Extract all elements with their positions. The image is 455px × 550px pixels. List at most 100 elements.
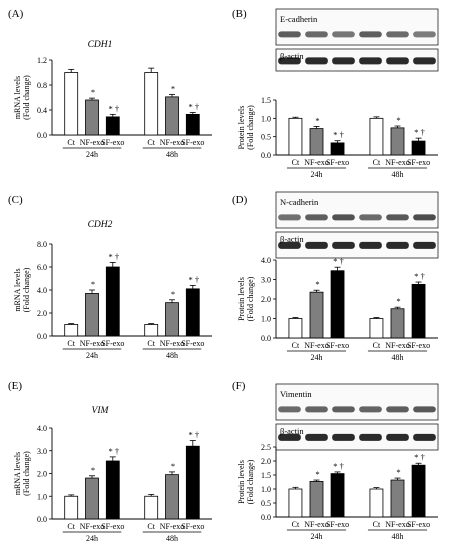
y-axis-label-line: mRNA levels	[13, 268, 22, 311]
bar	[390, 127, 405, 156]
blot-band	[305, 31, 328, 38]
actin-band	[359, 433, 382, 441]
group-label: 48h	[166, 150, 178, 159]
y-tick-label: 2.0	[261, 457, 271, 466]
category-label: Ct	[373, 158, 381, 167]
y-axis-label-line: mRNA levels	[13, 76, 22, 119]
actin-band	[386, 241, 409, 249]
category-label: Ct	[147, 339, 155, 348]
y-tick-label: 1.5	[261, 471, 271, 480]
bar	[330, 270, 345, 339]
blot-band	[413, 214, 436, 221]
blot-frame	[275, 231, 439, 259]
bar	[288, 318, 303, 339]
blot-frame	[275, 191, 439, 229]
category-label: Ct	[373, 520, 381, 529]
y-axis-label: mRNA levels(Fold change)	[13, 267, 31, 312]
blot-band	[278, 214, 301, 221]
y-axis-label: Protein levels(Fold change)	[237, 276, 255, 321]
group-label: 48h	[392, 353, 404, 362]
y-tick-label: 0.0	[261, 513, 271, 522]
significance-mark: *	[171, 461, 175, 471]
actin-band	[386, 433, 409, 441]
panel-label: (A)	[8, 8, 24, 20]
category-label: NF-exo	[385, 520, 409, 529]
y-tick-label: 0.8	[37, 81, 47, 90]
chart-title: VIM	[92, 406, 110, 416]
category-label: SF-exo	[407, 341, 430, 350]
significance-mark: *	[315, 469, 319, 479]
significance-mark: * †	[108, 103, 119, 113]
category-label: Ct	[373, 341, 381, 350]
y-tick-label: 0.0	[261, 334, 271, 343]
blot-band	[278, 31, 301, 38]
category-label: NF-exo	[80, 339, 104, 348]
y-tick-label: 1.2	[37, 56, 47, 65]
y-tick-label: 2.0	[37, 470, 47, 479]
category-label: SF-exo	[326, 341, 349, 350]
significance-mark: *	[171, 289, 175, 299]
y-axis-label-line: Protein levels	[237, 277, 246, 321]
bar	[165, 96, 179, 136]
bar	[64, 324, 79, 337]
bar	[369, 117, 384, 156]
bar	[144, 324, 159, 337]
blot-label: N-cadherin	[280, 197, 319, 207]
group-label: 24h	[86, 150, 98, 159]
significance-mark: * †	[333, 461, 344, 471]
y-tick-label: 1.5	[261, 96, 271, 105]
y-tick-label: 6.0	[37, 263, 47, 272]
category-label: NF-exo	[80, 138, 104, 147]
category-label: Ct	[67, 339, 75, 348]
blot-band	[386, 31, 409, 38]
category-label: SF-exo	[101, 522, 124, 531]
group-label: 24h	[311, 532, 323, 541]
group-label: 48h	[392, 170, 404, 179]
y-tick-label: 2.0	[261, 295, 271, 304]
category-label: SF-exo	[101, 339, 124, 348]
bar	[144, 72, 159, 136]
significance-mark: * †	[108, 446, 119, 456]
bar	[411, 140, 426, 156]
panel-c: (C) CDH2 0.0 2.0 4.0 6.0 8.0 mRNA levels(Fold c…	[8, 194, 212, 360]
bar	[309, 481, 324, 518]
y-tick-label: 1.0	[261, 315, 271, 324]
actin-band	[278, 57, 301, 65]
bar	[64, 495, 79, 520]
y-tick-label: 1.0	[37, 492, 47, 501]
category-label: NF-exo	[385, 158, 409, 167]
y-tick-label: 0.0	[37, 131, 47, 140]
actin-band	[386, 57, 409, 65]
bar	[185, 113, 200, 136]
significance-mark: * †	[414, 452, 425, 462]
actin-band	[413, 241, 436, 249]
bar	[330, 142, 345, 156]
actin-band	[305, 241, 328, 249]
blot-label: Vimentin	[280, 389, 312, 399]
category-label: SF-exo	[326, 158, 349, 167]
panel-label: (C)	[8, 194, 23, 206]
y-tick-label: 1.0	[261, 485, 271, 494]
y-tick-label: 3.0	[261, 276, 271, 285]
group-label: 48h	[392, 532, 404, 541]
blot-band	[278, 406, 301, 413]
actin-band	[278, 433, 301, 441]
y-axis-label-line: Protein levels	[237, 460, 246, 504]
y-tick-label: 0.0	[37, 515, 47, 524]
blot-band	[332, 214, 355, 221]
category-label: Ct	[292, 158, 300, 167]
bar	[85, 99, 99, 136]
panel-label: (E)	[8, 380, 22, 392]
y-axis-label: mRNA levels(Fold change)	[13, 451, 31, 496]
bar	[144, 495, 159, 520]
y-axis-label: mRNA levels(Fold change)	[13, 75, 31, 120]
y-tick-label: 2.5	[261, 443, 271, 452]
category-label: SF-exo	[181, 522, 204, 531]
category-label: NF-exo	[304, 158, 328, 167]
y-tick-label: 4.0	[37, 424, 47, 433]
category-label: Ct	[292, 341, 300, 350]
blot-band	[359, 406, 382, 413]
bar	[85, 293, 99, 337]
blot-band	[386, 214, 409, 221]
